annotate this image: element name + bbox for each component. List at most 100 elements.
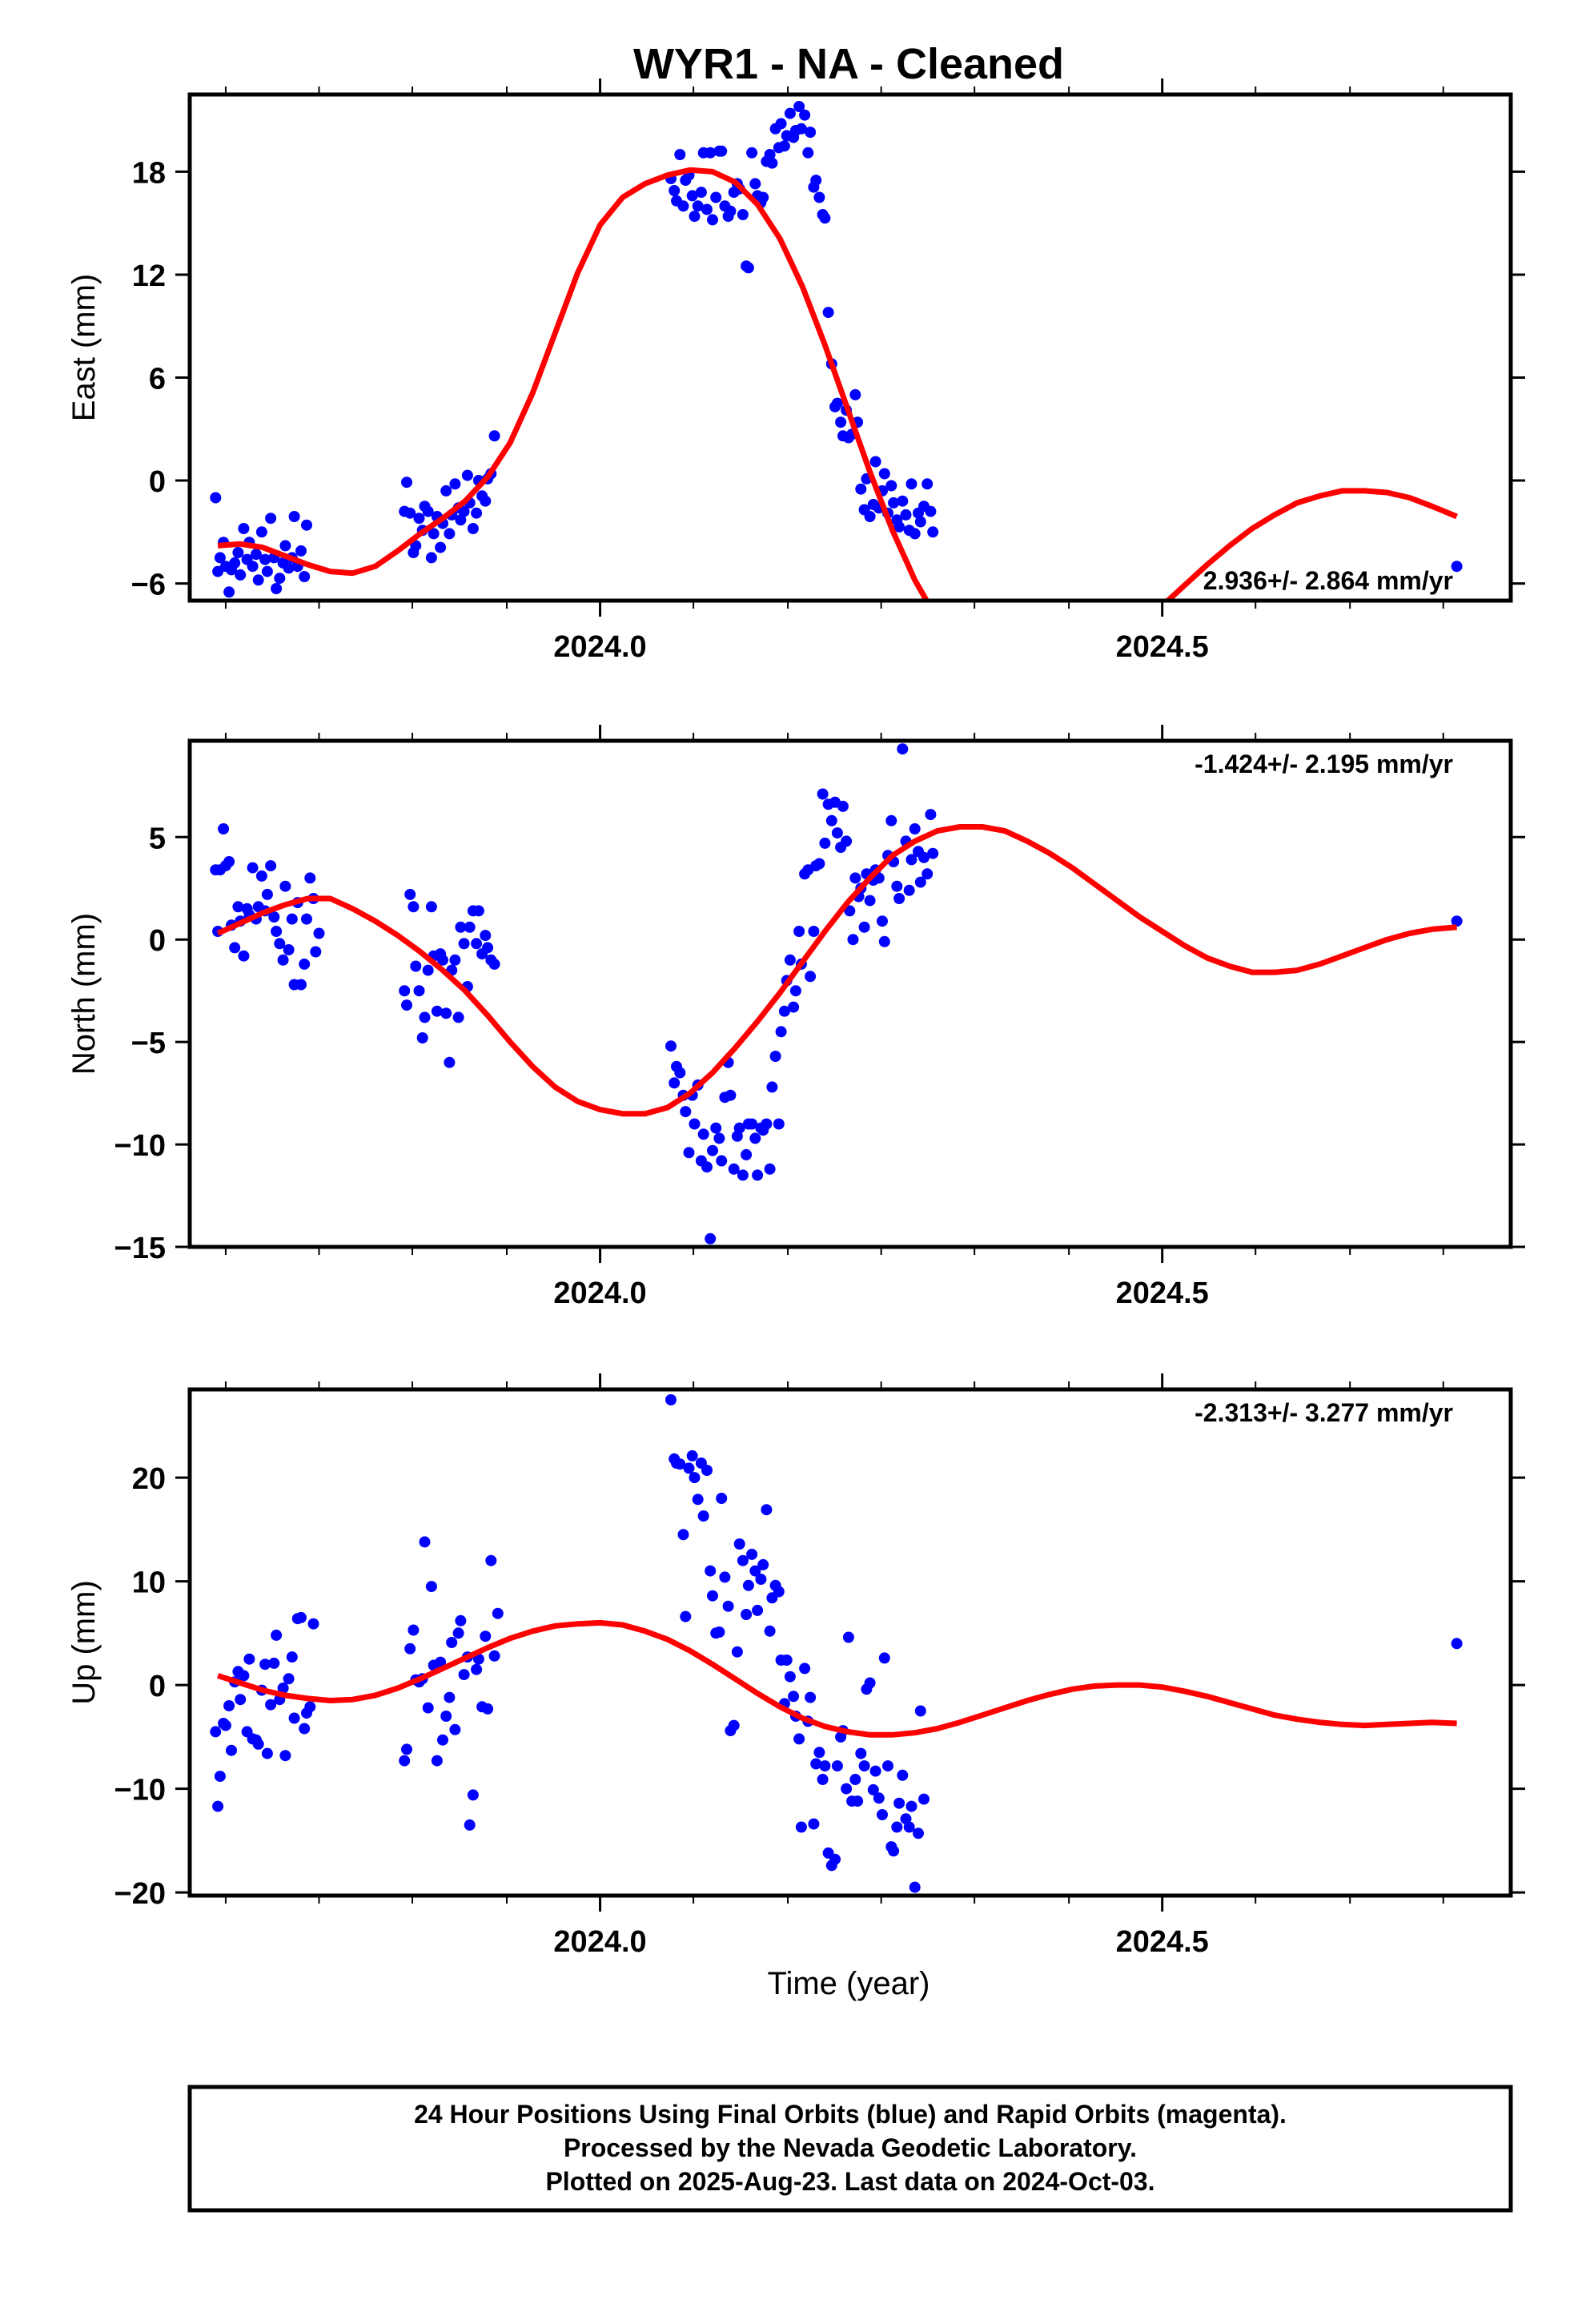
north-data-point	[410, 960, 422, 972]
north-data-point	[903, 884, 915, 896]
east-data-point	[425, 552, 437, 564]
north-data-point	[825, 814, 837, 826]
east-data-point	[900, 509, 912, 521]
north-data-point	[752, 1169, 764, 1181]
up-data-point	[261, 1747, 273, 1759]
up-y-tick-label: −10	[114, 1774, 166, 1807]
up-data-point	[283, 1673, 295, 1685]
footer-box: 24 Hour Positions Using Final Orbits (bl…	[187, 2085, 1513, 2213]
east-data-point	[295, 545, 307, 557]
north-data-point	[313, 927, 325, 939]
north-data-point	[238, 950, 250, 962]
up-data-point	[471, 1663, 483, 1675]
north-data-point	[909, 823, 921, 834]
up-data-point	[689, 1472, 701, 1484]
north-data-point	[674, 1067, 686, 1079]
up-data-point	[692, 1494, 704, 1506]
north-data-point	[921, 868, 934, 880]
east-data-point	[238, 523, 250, 534]
east-data-point	[261, 565, 273, 577]
up-data-point	[855, 1747, 867, 1759]
east-data-point	[232, 547, 244, 558]
up-data-point	[464, 1819, 476, 1831]
up-data-point	[749, 1565, 761, 1577]
east-data-point	[925, 505, 937, 517]
north-data-point	[458, 938, 470, 950]
up-data-point	[472, 1653, 484, 1665]
north-data-point	[669, 1077, 681, 1089]
east-data-point	[674, 149, 686, 160]
up-data-point	[701, 1465, 713, 1476]
up-data-point	[713, 1626, 725, 1638]
east-data-point	[252, 574, 264, 586]
north-data-point	[449, 954, 461, 966]
north-data-point	[482, 942, 494, 954]
north-rate-label: -1.424+/- 2.195 mm/yr	[1195, 750, 1453, 778]
east-data-point	[725, 205, 737, 217]
up-data-point	[277, 1683, 289, 1694]
north-data-point	[480, 930, 492, 942]
east-data-point	[435, 541, 447, 553]
north-data-point	[229, 942, 241, 954]
up-data-point	[788, 1691, 800, 1703]
up-data-point	[773, 1586, 785, 1598]
up-y-tick-label: −20	[114, 1877, 166, 1911]
north-data-point	[741, 1148, 753, 1160]
north-x-tick-label: 2024.0	[553, 1277, 646, 1310]
north-y-axis-label: North (mm)	[66, 913, 102, 1075]
east-data-point	[271, 583, 283, 594]
east-data-point	[449, 478, 461, 490]
up-data-point	[869, 1765, 881, 1777]
north-data-point	[419, 1011, 431, 1023]
east-data-point	[775, 118, 787, 130]
up-data-point	[897, 1769, 909, 1781]
up-y-tick-label: 20	[132, 1462, 166, 1496]
up-data-point	[905, 1800, 917, 1812]
up-y-axis-label: Up (mm)	[66, 1580, 102, 1705]
east-data-point	[686, 190, 698, 202]
north-data-point	[404, 888, 416, 900]
up-data-point	[419, 1536, 431, 1548]
north-data-point	[849, 872, 861, 884]
east-data-point	[214, 552, 226, 564]
up-data-point	[488, 1650, 500, 1662]
up-data-point	[458, 1669, 470, 1681]
north-data-point	[401, 999, 412, 1011]
north-data-point	[399, 985, 411, 997]
north-y-tick-label: −15	[114, 1232, 166, 1265]
east-data-point	[404, 507, 416, 519]
east-data-point	[235, 569, 247, 581]
east-data-point	[301, 519, 312, 531]
up-data-point	[909, 1881, 921, 1893]
north-data-point	[277, 954, 289, 966]
north-data-point	[422, 964, 434, 976]
up-data-point	[408, 1624, 420, 1636]
up-data-point	[288, 1712, 300, 1724]
up-data-point	[831, 1760, 843, 1772]
up-panel: 2024.0 2024.5 −20 −10 0 10 20 Up (mm) -2.313+/- …	[66, 1373, 1525, 1959]
north-data-point	[683, 1147, 695, 1159]
up-data-point	[259, 1659, 271, 1671]
east-data-point	[677, 200, 689, 212]
north-data-point	[444, 1056, 456, 1068]
up-data-point	[817, 1774, 829, 1785]
up-data-point	[737, 1554, 749, 1566]
north-plot-frame	[187, 738, 1513, 1249]
east-data-point	[488, 430, 500, 442]
east-data-point	[274, 573, 286, 585]
east-data-point	[701, 203, 713, 215]
east-data-point	[279, 540, 291, 552]
north-data-point	[716, 1155, 728, 1167]
north-data-point	[737, 1169, 749, 1181]
north-data-point	[408, 901, 420, 913]
up-data-point	[808, 1818, 820, 1830]
east-data-point	[210, 492, 222, 504]
north-data-point	[831, 827, 843, 839]
east-panel: 2024.0 2024.5 −6 0 6 12 18 East (mm) 2.936+/- 2.…	[66, 78, 1525, 664]
up-data-point	[877, 1809, 888, 1820]
north-data-point	[310, 946, 322, 958]
up-data-point	[219, 1719, 231, 1731]
north-data-point	[283, 944, 295, 955]
north-x-tick-label: 2024.5	[1116, 1277, 1209, 1310]
north-data-point	[733, 1122, 745, 1134]
